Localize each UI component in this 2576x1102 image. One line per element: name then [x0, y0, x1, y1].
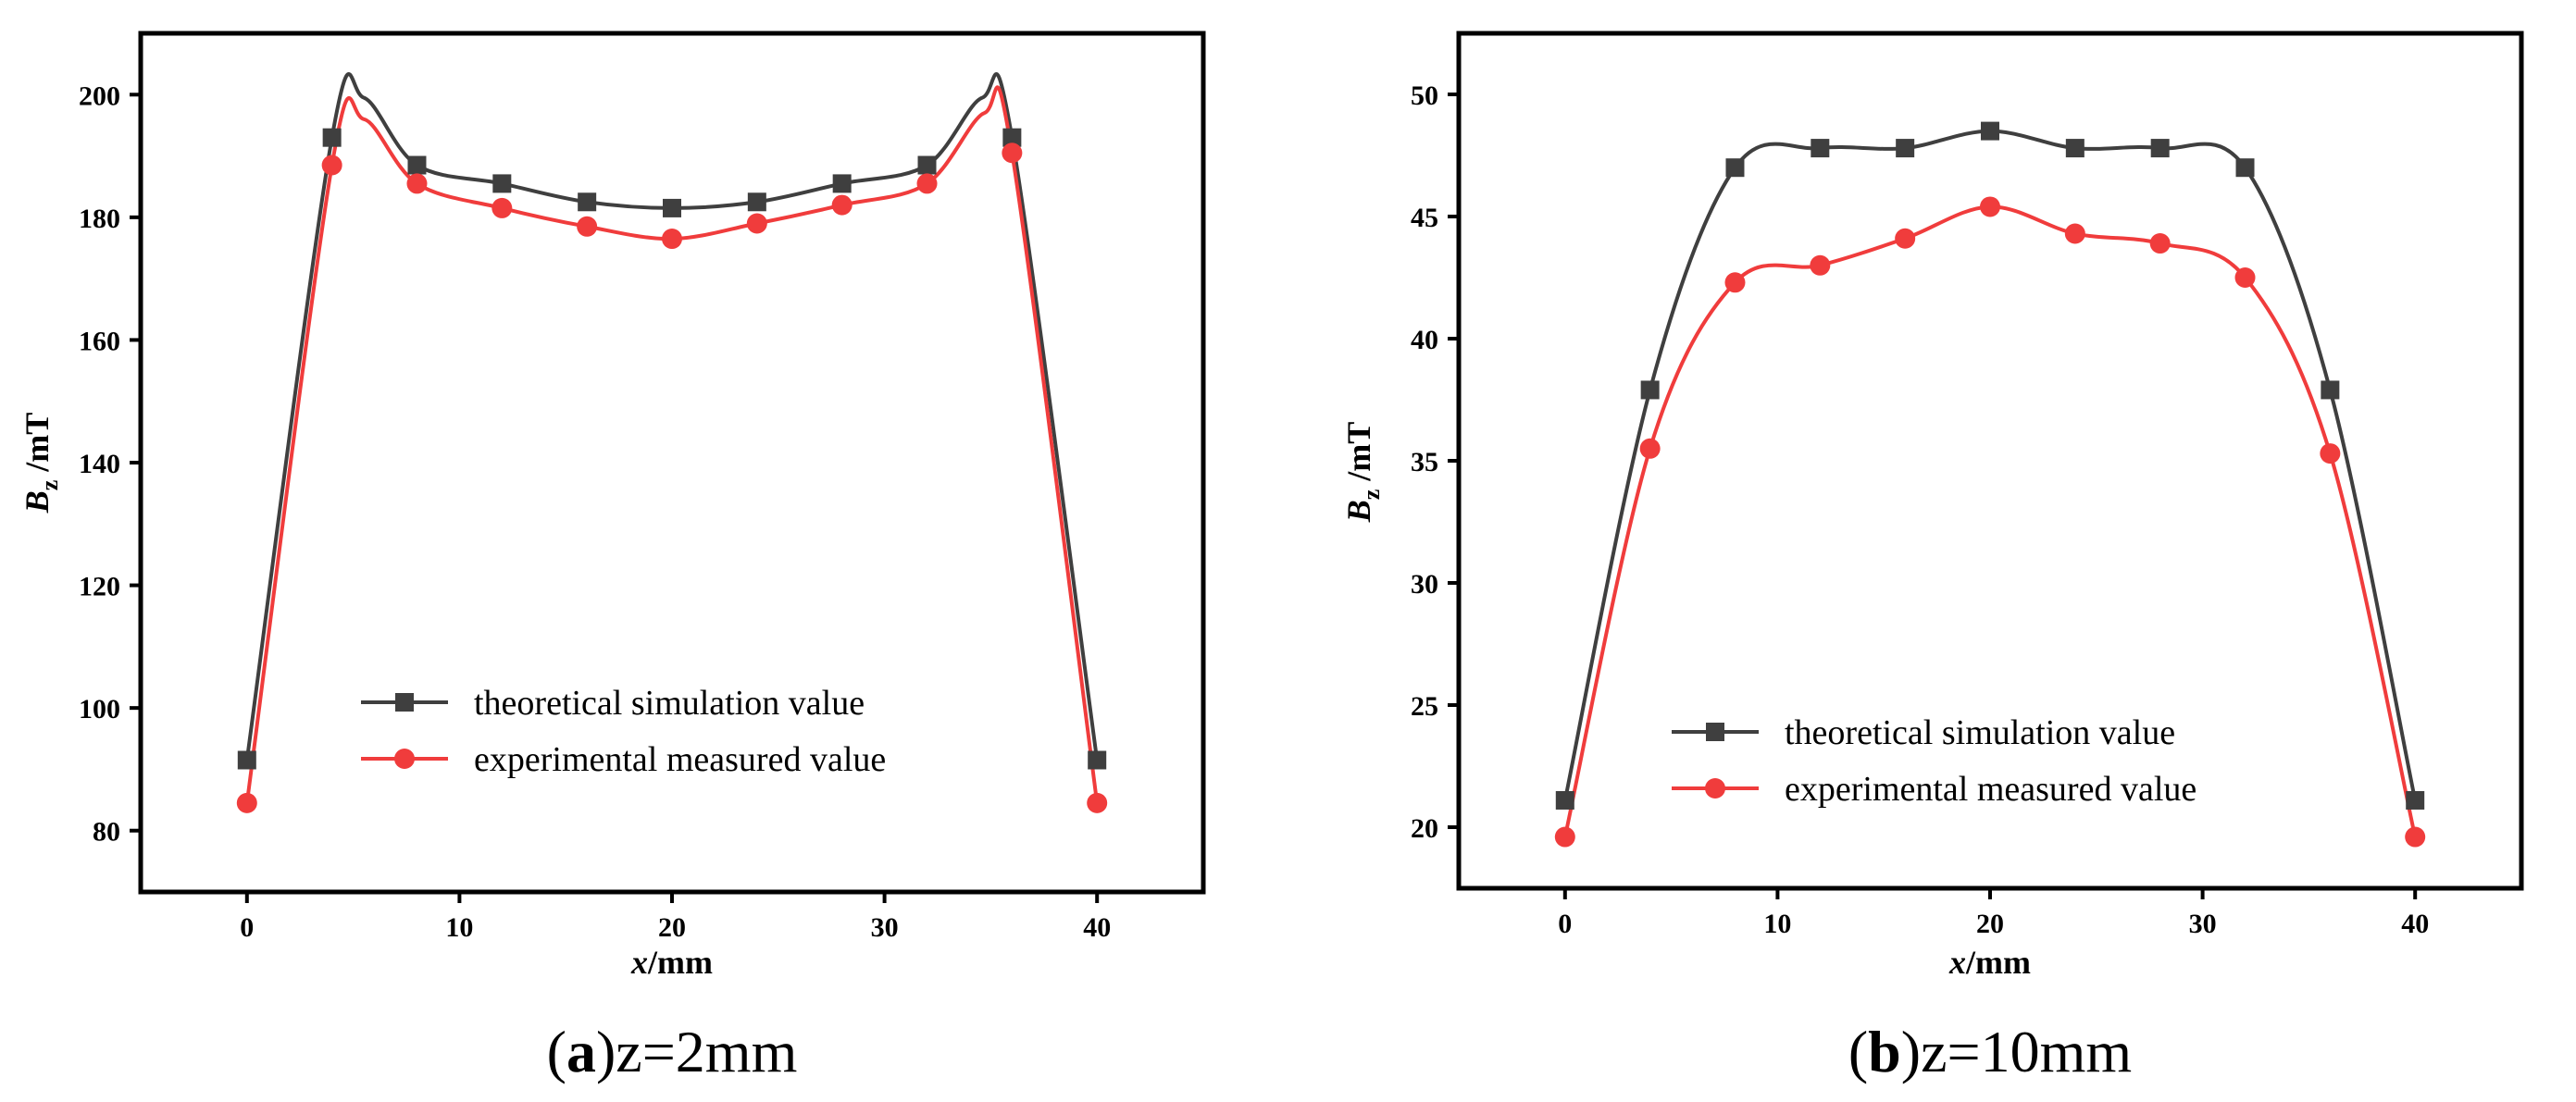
y-tick-label: 45 — [1411, 203, 1438, 233]
legend-a-label-theoretical: theoretical simulation value — [474, 684, 865, 723]
data-point-experimental — [916, 173, 938, 194]
y-tick-label: 200 — [79, 80, 120, 111]
x-tick-label: 30 — [871, 912, 899, 943]
series-line-theoretical — [1562, 129, 2418, 801]
data-point-experimental — [1639, 438, 1661, 459]
data-point-theoretical — [1640, 380, 1660, 400]
legend-b-label-experimental: experimental measured value — [1785, 770, 2196, 809]
x-tick-label: 40 — [1083, 912, 1111, 943]
chart-a-legend: theoretical simulation value experimenta… — [361, 684, 886, 779]
data-point-experimental — [662, 229, 682, 250]
data-point-experimental — [2064, 223, 2085, 244]
data-point-experimental — [2320, 443, 2341, 464]
data-point-experimental — [236, 792, 257, 813]
data-point-theoretical — [2406, 790, 2425, 810]
y-tick-label: 180 — [79, 204, 120, 234]
data-point-theoretical — [832, 174, 852, 193]
data-point-experimental — [1002, 142, 1023, 164]
data-point-theoretical — [1725, 158, 1745, 178]
legend-a-marker-theoretical — [395, 693, 414, 712]
x-tick-label: 10 — [445, 912, 473, 943]
data-point-experimental — [746, 213, 767, 234]
data-point-experimental — [321, 155, 342, 176]
data-point-theoretical — [2321, 380, 2340, 400]
y-tick-label: 40 — [1411, 325, 1438, 355]
y-tick-label: 120 — [79, 572, 120, 602]
chart-a-caption: (a)z=2mm — [547, 1019, 798, 1084]
y-tick-label: 30 — [1411, 569, 1438, 600]
data-point-experimental — [2405, 826, 2426, 848]
chart-a: 0 10 20 30 40 80 100 120 140 160 180 200 x/mm Bz /… — [19, 31, 1206, 1084]
data-point-theoretical — [1981, 121, 1999, 141]
chart-b-legend: theoretical simulation value experimenta… — [1672, 713, 2196, 809]
data-point-experimental — [492, 197, 513, 218]
chart-a-ylabel: Bz /mT — [19, 413, 63, 514]
data-point-theoretical — [663, 198, 681, 217]
y-tick-label: 80 — [93, 817, 120, 848]
legend-b-marker-experimental — [1705, 778, 1725, 799]
data-point-theoretical — [1896, 139, 1915, 158]
data-point-theoretical — [1088, 750, 1107, 770]
data-point-theoretical — [578, 192, 597, 212]
legend-a-label-experimental: experimental measured value — [474, 740, 886, 779]
chart-a-xlabel: x/mm — [630, 944, 713, 981]
x-tick-label: 10 — [1763, 909, 1791, 939]
data-point-experimental — [1724, 272, 1746, 293]
chart-b-ylabel: Bz /mT — [1340, 422, 1385, 524]
y-tick-label: 160 — [79, 326, 120, 356]
data-point-experimental — [831, 194, 852, 216]
x-tick-label: 20 — [658, 912, 686, 943]
x-tick-label: 0 — [1558, 909, 1572, 939]
data-point-theoretical — [917, 155, 937, 175]
data-point-experimental — [2149, 233, 2171, 254]
chart-b: 0 10 20 30 40 20 25 30 35 40 45 50 x/mm Bz /mT the… — [1340, 31, 2524, 1084]
series-line-theoretical — [244, 72, 1100, 761]
data-point-experimental — [577, 216, 598, 237]
chart-b-frame — [1456, 31, 2524, 891]
data-point-experimental — [1087, 792, 1108, 813]
x-tick-label: 30 — [2189, 909, 2217, 939]
x-tick-label: 40 — [2401, 909, 2429, 939]
y-tick-label: 50 — [1411, 80, 1438, 111]
x-tick-label: 20 — [1976, 909, 2004, 939]
data-point-theoretical — [747, 192, 766, 212]
y-tick-label: 140 — [79, 449, 120, 479]
data-point-theoretical — [2150, 139, 2170, 158]
data-point-theoretical — [322, 128, 342, 147]
y-tick-label: 35 — [1411, 447, 1438, 477]
data-point-experimental — [1895, 228, 1916, 249]
data-point-experimental — [2234, 267, 2256, 288]
data-point-experimental — [1810, 254, 1831, 276]
data-point-theoretical — [1002, 128, 1022, 147]
y-tick-label: 20 — [1411, 813, 1438, 844]
data-point-theoretical — [492, 174, 512, 193]
data-point-theoretical — [1555, 790, 1574, 810]
data-point-experimental — [1554, 826, 1575, 848]
legend-b-marker-theoretical — [1706, 723, 1724, 741]
x-tick-label: 0 — [240, 912, 254, 943]
y-tick-label: 25 — [1411, 691, 1438, 722]
data-point-experimental — [406, 173, 428, 194]
legend-b-label-theoretical: theoretical simulation value — [1785, 713, 2175, 752]
data-point-theoretical — [407, 155, 427, 175]
data-point-theoretical — [237, 750, 256, 770]
legend-a-marker-experimental — [394, 749, 415, 769]
data-point-theoretical — [2065, 139, 2084, 158]
data-point-theoretical — [2235, 158, 2255, 178]
data-point-experimental — [1980, 196, 2000, 217]
data-point-theoretical — [1811, 139, 1830, 158]
y-tick-label: 100 — [79, 694, 120, 724]
chart-b-caption: (b)z=10mm — [1848, 1019, 2132, 1084]
chart-b-xlabel: x/mm — [1948, 944, 2031, 981]
